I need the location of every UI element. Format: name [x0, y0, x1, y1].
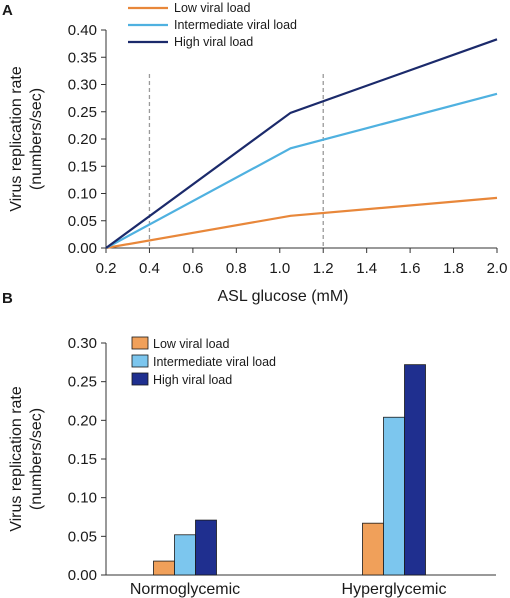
panel-a-y-tick-label: 0.00: [68, 240, 97, 257]
panel-b-legend-label: Low viral load: [153, 337, 229, 351]
panel-b-bar: [195, 519, 217, 576]
panel-b-category-label: Hyperglycemic: [342, 581, 447, 598]
panel-b-y-tick-label: 0.25: [68, 374, 97, 391]
panel-b-bar: [404, 364, 426, 576]
panel-a-x-tick-label: 1.8: [443, 260, 464, 277]
panel-a-x-tick-label: 0.4: [139, 260, 160, 277]
panel-b-y-tick-label: 0.00: [68, 567, 97, 584]
panel-a-y-tick-label: 0.20: [68, 131, 97, 148]
panel-b-legend-swatch: [131, 372, 149, 386]
panel-b-legend-label: Intermediate viral load: [153, 355, 276, 369]
panel-b-category-label: Normoglycemic: [130, 581, 240, 598]
panel-b-bar: [362, 522, 384, 576]
panel-b-y-tick-label: 0.05: [68, 528, 97, 545]
panel-a-y-tick-label: 0.15: [68, 158, 97, 175]
panel-a-y-tick-label: 0.10: [68, 186, 97, 203]
panel-a-series-line: [105, 92, 498, 249]
panel-a-x-tick-label: 1.2: [313, 260, 334, 277]
panel-a-x-tick-label: 0.2: [96, 260, 117, 277]
panel-a-legend-label: Low viral load: [174, 1, 250, 15]
panel-a-y-tick-label: 0.30: [68, 77, 97, 94]
panel-a-series-line: [105, 196, 498, 250]
panel-a-y-tick-label: 0.25: [68, 104, 97, 121]
panel-a-y-tick-label: 0.05: [68, 213, 97, 230]
panel-b-y-axis-label: Virus replication rate (numbers/sec): [8, 386, 45, 532]
panel-a-y-axis-label: Virus replication rate (numbers/sec): [8, 66, 45, 212]
panel-b-y-tick-label: 0.15: [68, 451, 97, 468]
panel-b-bar: [174, 534, 196, 576]
panel-a-x-tick-label: 0.8: [226, 260, 247, 277]
panel-a-x-tick-label: 2.0: [487, 260, 508, 277]
panel-b-legend-label: High viral load: [153, 373, 232, 387]
panel-b-y-tick-label: 0.20: [68, 412, 97, 429]
panel-a-letter: A: [2, 2, 13, 19]
panel-a-x-tick-label: 1.4: [356, 260, 377, 277]
line-chart-panel-a: 0.00 0.05 0.10 0.15 0.20 0.25 0.30 0.35 0.40 0.2 0…: [8, 1, 507, 305]
panel-b-y-tick-label: 0.10: [68, 490, 97, 507]
panel-b-legend-swatch: [131, 354, 149, 368]
panel-a-legend-label: High viral load: [174, 35, 253, 49]
panel-b-bar: [383, 416, 405, 576]
panel-a-y-tick-label: 0.35: [68, 49, 97, 66]
panel-b-y-tick-label: 0.30: [68, 335, 97, 352]
panel-b-letter: B: [2, 290, 13, 307]
bar-chart-panel-b: 0.00 0.05 0.10 0.15 0.20 0.25 0.30 Normoglycemi…: [8, 335, 496, 598]
panel-a-series-line: [105, 38, 498, 249]
panel-a-x-tick-label: 0.6: [182, 260, 203, 277]
panel-a-x-tick-label: 1.6: [400, 260, 421, 277]
panel-a-x-tick-label: 1.0: [269, 260, 290, 277]
panel-a-y-tick-label: 0.40: [68, 22, 97, 39]
panel-a-legend-label: Intermediate viral load: [174, 18, 297, 32]
panel-a-x-axis-label: ASL glucose (mM): [218, 288, 349, 305]
panel-b-legend-swatch: [131, 336, 149, 350]
panel-b-bar: [153, 560, 175, 576]
